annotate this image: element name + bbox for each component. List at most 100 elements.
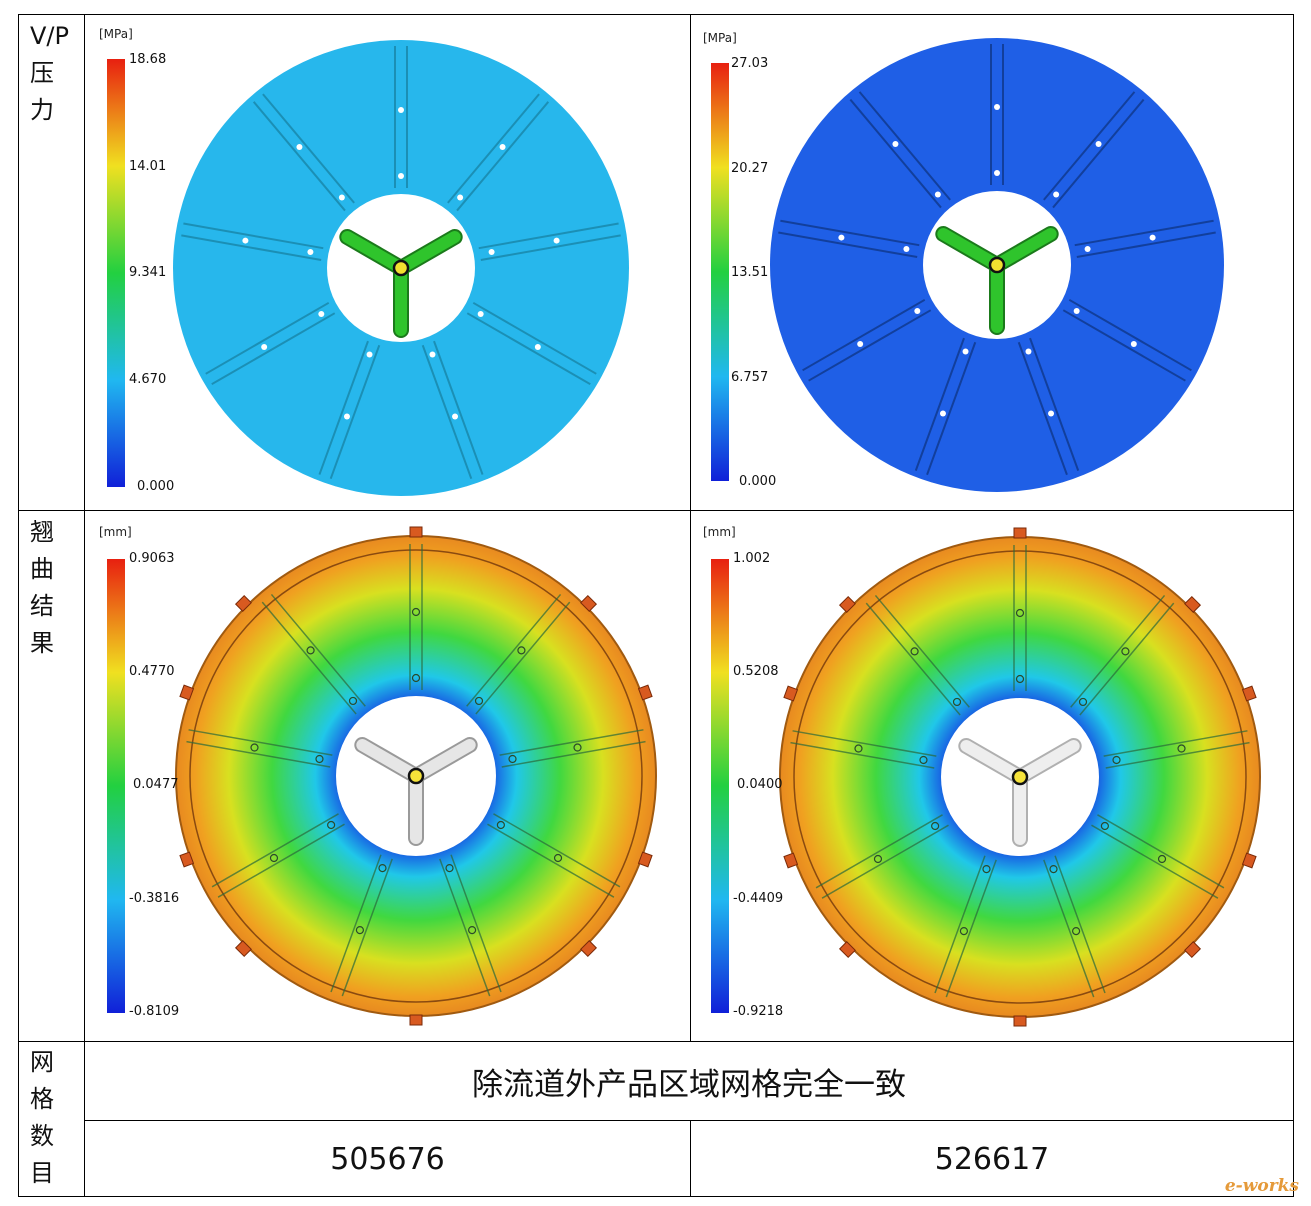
hole-marker <box>994 104 1000 110</box>
rib-line <box>183 222 324 250</box>
hole-marker <box>474 696 484 706</box>
hole-marker <box>959 927 969 936</box>
rib-line <box>318 340 369 475</box>
hole-marker <box>854 744 863 753</box>
row-label-line: 网 <box>30 1048 54 1076</box>
hole-marker <box>343 413 350 420</box>
hole-marker <box>496 820 505 830</box>
hole-marker <box>517 646 526 655</box>
rib-line <box>934 855 986 994</box>
legend-unit: [mm] <box>99 525 132 539</box>
hole-marker <box>1100 821 1109 831</box>
legend-unit: [MPa] <box>99 27 133 41</box>
hole-marker <box>1025 348 1032 355</box>
rib-line <box>188 729 333 756</box>
hole-marker <box>1130 341 1137 347</box>
hole-marker <box>1053 191 1060 198</box>
rib-line <box>341 858 393 997</box>
mounting-tab <box>1013 527 1027 539</box>
row-label-mesh: 网 格 数 目 <box>18 1044 84 1192</box>
runner-arm <box>356 739 422 782</box>
rib-line <box>1068 298 1192 372</box>
hole-marker <box>508 754 517 764</box>
mounting-tab <box>234 594 252 612</box>
rib-line <box>439 858 491 997</box>
gate-marker <box>988 256 1006 274</box>
rib-line <box>186 740 331 768</box>
legend-tick: 20.27 <box>731 161 769 176</box>
hole-marker <box>1095 140 1102 147</box>
rib-line <box>802 298 926 372</box>
hole-marker <box>445 863 454 873</box>
row-label-line: 翘 <box>30 518 54 546</box>
mounting-tab <box>580 594 598 612</box>
hole-marker <box>250 743 259 752</box>
legend-unit: [MPa] <box>703 31 737 45</box>
rib-line <box>874 594 970 708</box>
rib-line <box>217 823 345 898</box>
hole-marker <box>939 410 946 417</box>
rib-line <box>211 312 336 386</box>
hole-marker <box>452 413 459 420</box>
mounting-tab <box>783 852 799 869</box>
mounting-tab <box>1241 852 1257 869</box>
legend-tick: 6.757 <box>731 370 769 385</box>
mesh-count-right: 526617 <box>934 1141 1050 1177</box>
hole-marker <box>1177 744 1186 753</box>
rib-line <box>1043 859 1095 998</box>
hole-marker <box>269 853 279 863</box>
rib-line <box>790 741 935 769</box>
legend-bar <box>711 63 729 481</box>
legend-tick: -0.4409 <box>733 891 784 906</box>
hole-marker <box>355 926 365 935</box>
runner-arm <box>395 231 461 274</box>
hole-marker <box>857 341 864 347</box>
hole-marker <box>931 821 940 831</box>
hole-marker <box>903 246 910 253</box>
rib-line <box>1076 231 1216 259</box>
hole-marker <box>398 173 404 179</box>
pressure-left-cell: [MPa] 18.68 14 <box>85 15 690 510</box>
hole-marker <box>348 696 358 706</box>
runner <box>958 738 1082 847</box>
pressure-left-plot <box>107 40 629 496</box>
rib-line <box>493 813 621 888</box>
legend-tick: 18.68 <box>129 52 167 67</box>
hole-marker <box>962 348 969 355</box>
mesh-count-left: 505676 <box>330 1141 445 1177</box>
mounting-tab <box>1241 685 1257 702</box>
hole-marker <box>910 647 919 656</box>
rib-line <box>261 601 357 715</box>
rib-line <box>478 222 619 250</box>
rib-line <box>780 219 920 247</box>
hole-marker <box>1078 697 1088 707</box>
hole-marker <box>914 308 921 314</box>
rib-line <box>792 730 937 757</box>
warpage-right-cell: [mm] 1.002 0.5208 0.0400 -0.4409 -0.9218 <box>691 511 1293 1041</box>
hole-marker <box>457 194 464 201</box>
rib-line <box>181 234 322 262</box>
mounting-tab <box>637 851 653 868</box>
runner-arm <box>1014 740 1080 783</box>
rib-line <box>487 823 615 898</box>
ribs <box>778 44 1216 476</box>
row-label-line: 压 <box>30 59 54 87</box>
mounting-tab <box>234 940 252 958</box>
rib-line <box>1070 594 1166 708</box>
runner <box>339 229 463 338</box>
rib-line <box>456 101 550 212</box>
hole-marker <box>1149 234 1156 241</box>
hole-marker <box>573 743 582 752</box>
hole-marker <box>934 191 941 198</box>
runner-arm <box>410 739 476 782</box>
hole-marker <box>1157 854 1167 864</box>
hole-marker <box>982 864 991 874</box>
rib-line <box>450 854 502 993</box>
hole-marker <box>261 344 268 350</box>
warpage-left-cell: [mm] 0.9063 0.4770 0.0477 -0.3816 -0.810… <box>85 511 690 1041</box>
rib-line <box>270 593 366 707</box>
legend-tick: 0.4770 <box>129 664 175 679</box>
rib-line <box>466 312 591 386</box>
row-label-line: 曲 <box>30 555 54 583</box>
hole-marker <box>398 107 404 113</box>
